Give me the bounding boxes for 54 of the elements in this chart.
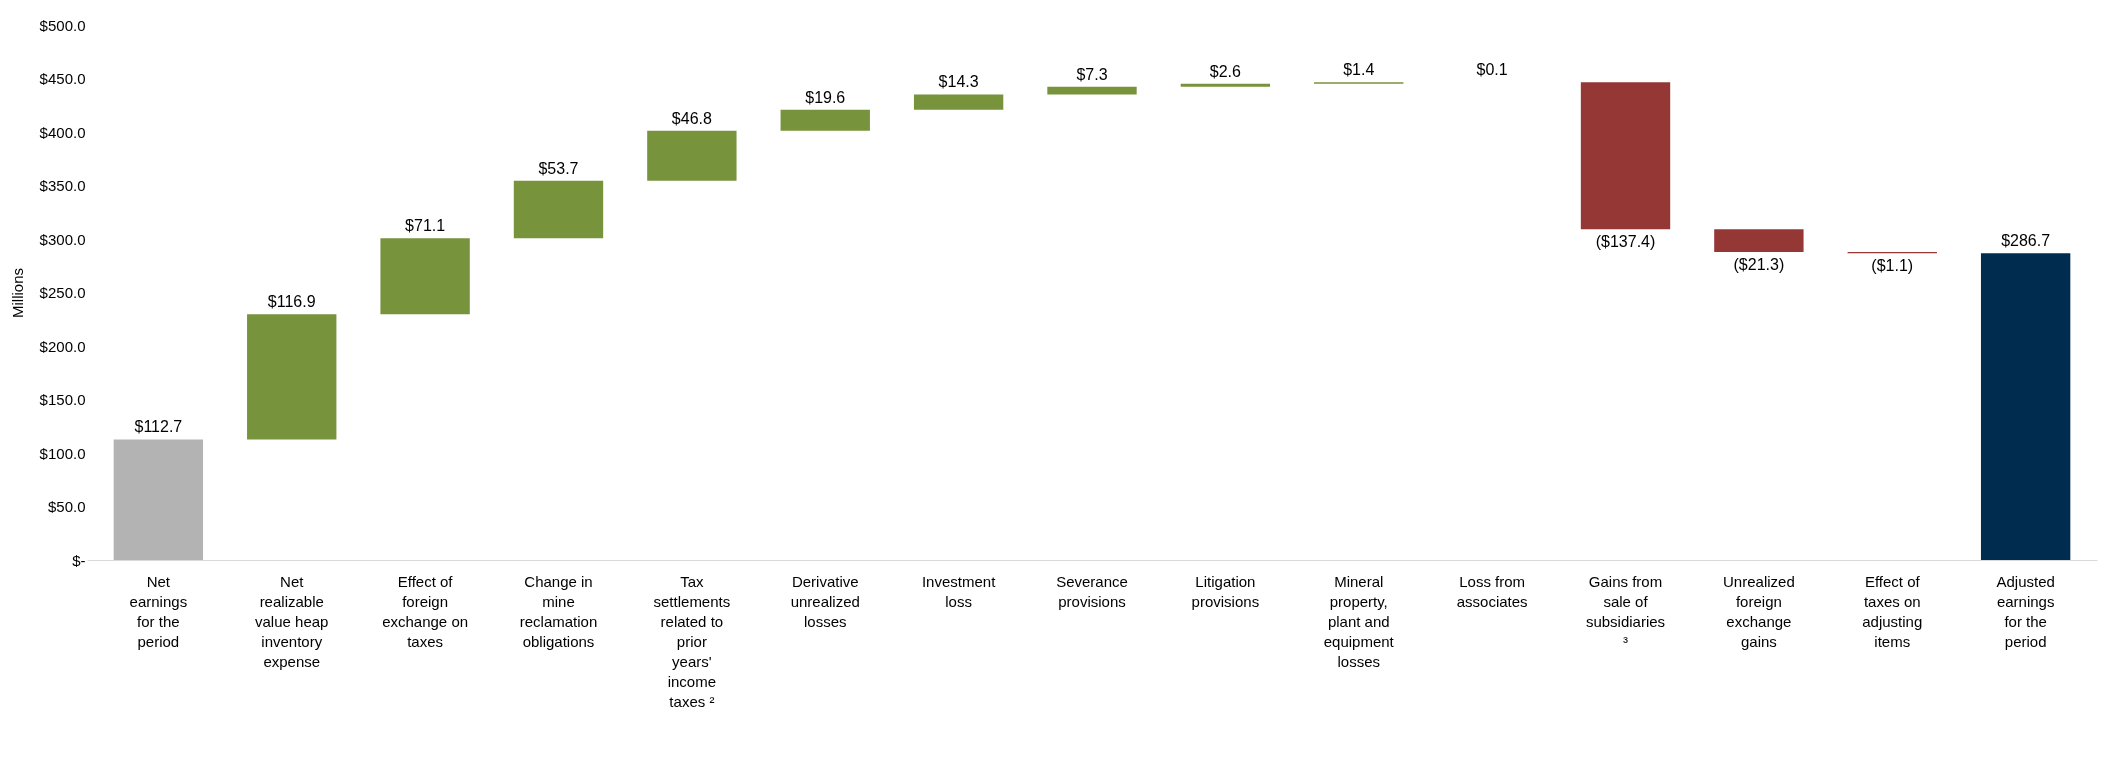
data-label: ($1.1): [1871, 257, 1914, 275]
x-tick-label: Litigation provisions: [1191, 572, 1260, 610]
x-tick-label: Adjusted earnings for the period: [1996, 572, 2055, 650]
data-label: $71.1: [405, 217, 446, 235]
x-tick-label: Change in mine reclamation obligations: [519, 572, 598, 650]
x-tick-label: Net earnings for the period: [129, 572, 188, 650]
y-tick-label: $100.0: [39, 444, 86, 462]
y-tick-label: $500.0: [39, 16, 86, 34]
bar: [780, 109, 870, 131]
data-label: $116.9: [267, 293, 316, 311]
y-tick-label: $300.0: [39, 230, 86, 248]
data-label: $19.6: [805, 88, 846, 106]
data-label: $0.1: [1476, 61, 1508, 79]
x-tick-label: Investment loss: [921, 572, 997, 610]
data-label: $46.8: [671, 109, 712, 127]
data-label: $2.6: [1209, 62, 1242, 80]
bar: [513, 180, 604, 239]
x-tick-label: Effect of foreign exchange on taxes: [382, 572, 469, 650]
x-tick-label: Derivative unrealized losses: [790, 572, 860, 630]
y-tick-label: $150.0: [39, 391, 86, 408]
y-tick-label: $250.0: [39, 284, 86, 301]
x-tick-label: Effect of taxes on adjusting items: [1862, 572, 1923, 650]
y-tick-label: $400.0: [39, 123, 86, 141]
bar: [1180, 83, 1271, 87]
bar: [1047, 86, 1137, 95]
y-axis-title: Millions: [8, 267, 26, 319]
bar: [380, 238, 470, 315]
bar: [247, 314, 337, 440]
y-tick-label: $-: [72, 551, 86, 569]
bar: [113, 439, 204, 560]
y-tick-label: $450.0: [39, 70, 86, 87]
data-label: $7.3: [1076, 65, 1108, 83]
bar: [1980, 253, 2071, 560]
bar: [913, 94, 1004, 110]
y-tick-label: $350.0: [39, 177, 86, 194]
x-tick-label: Net realizable value heap inventory expense: [255, 572, 329, 670]
data-label: ($137.4): [1595, 233, 1656, 251]
data-label: $14.3: [938, 73, 979, 91]
x-tick-label: Severance provisions: [1056, 572, 1128, 610]
data-label: $112.7: [134, 418, 183, 436]
bar: [1714, 229, 1804, 253]
x-tick-label: Loss from associates: [1456, 572, 1528, 610]
bar: [1580, 82, 1671, 230]
y-tick-label: $50.0: [47, 498, 86, 515]
y-tick-label: $200.0: [39, 337, 86, 355]
data-label: ($21.3): [1733, 256, 1785, 274]
data-label: $286.7: [2001, 232, 2051, 250]
x-tick-label: Unrealized foreign exchange gains: [1723, 572, 1795, 650]
x-tick-label: Gains from sale of subsidiaries ³: [1585, 572, 1666, 650]
data-label: $1.4: [1343, 61, 1375, 79]
bar: [647, 130, 737, 181]
data-label: $53.7: [538, 159, 579, 177]
x-tick-label: Mineral property, plant and equipment losses: [1323, 572, 1395, 670]
x-tick-label: Tax settlements related to prior years' income taxes ²: [653, 572, 731, 710]
